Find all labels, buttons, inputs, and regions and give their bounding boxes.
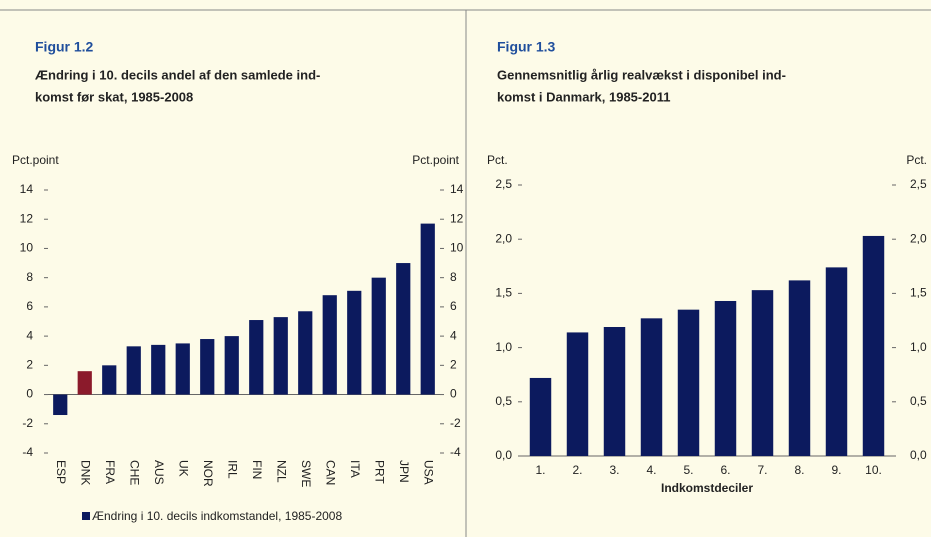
x-tick-label: CHE <box>128 460 142 485</box>
chart-title: komst i Danmark, 1985-2011 <box>497 89 670 104</box>
y2-tick-label: 4 <box>450 328 457 342</box>
x-tick-label: NOR <box>201 460 215 487</box>
y2-tick-label: 6 <box>450 299 457 313</box>
y2-tick-label: -2 <box>450 416 461 430</box>
bar <box>677 309 700 456</box>
y2-tick-label: 14 <box>450 182 464 196</box>
bar <box>224 336 239 395</box>
y-tick-label: 8 <box>26 270 33 284</box>
x-tick-label: 1. <box>535 463 545 477</box>
bar <box>273 317 288 395</box>
x-tick-label: 7. <box>757 463 767 477</box>
chart-title: Gennemsnitlig årlig realvækst i disponib… <box>497 67 786 82</box>
x-tick-label: FIN <box>250 460 264 479</box>
y-tick-label: 10 <box>20 241 34 255</box>
y2-tick-label: 2 <box>450 358 457 372</box>
y-tick-label: 14 <box>20 182 34 196</box>
x-tick-label: 8. <box>794 463 804 477</box>
y2-tick-label: 1,5 <box>910 286 927 300</box>
bar <box>529 377 552 456</box>
y2-tick-label: 2,0 <box>910 231 927 245</box>
legend-swatch <box>82 512 90 520</box>
y-tick-label: 4 <box>26 328 33 342</box>
bar <box>566 332 589 456</box>
y-tick-label: 0,0 <box>495 448 512 462</box>
x-tick-label: ITA <box>348 460 362 478</box>
x-tick-label: USA <box>422 460 436 485</box>
bar <box>151 344 166 395</box>
x-tick-label: IRL <box>226 460 240 479</box>
y2-tick-label: 1,0 <box>910 340 927 354</box>
x-tick-label: PRT <box>373 460 387 484</box>
x-tick-label: 3. <box>609 463 619 477</box>
y2-axis-label: Pct. <box>906 153 927 167</box>
y2-tick-label: 0 <box>450 387 457 401</box>
chart-title: komst før skat, 1985-2008 <box>35 89 193 104</box>
x-tick-label: 5. <box>683 463 693 477</box>
y-tick-label: 6 <box>26 299 33 313</box>
bar <box>714 300 737 456</box>
bar <box>751 290 774 456</box>
y2-tick-label: 10 <box>450 241 464 255</box>
bar <box>396 263 411 395</box>
y2-tick-label: -4 <box>450 445 461 459</box>
x-tick-label: 10. <box>865 463 882 477</box>
x-tick-label: JPN <box>397 460 411 483</box>
y2-tick-label: 0,0 <box>910 448 927 462</box>
bar <box>175 343 190 395</box>
y2-tick-label: 2,5 <box>910 177 927 191</box>
x-tick-label: 2. <box>572 463 582 477</box>
legend-label: Ændring i 10. decils indkomstandel, 1985… <box>92 509 342 523</box>
chart-title: Ændring i 10. decils andel af den samled… <box>35 67 320 82</box>
x-tick-label: SWE <box>299 460 313 487</box>
y2-axis-label: Pct.point <box>412 153 459 167</box>
bar <box>420 223 435 395</box>
bar <box>371 277 386 395</box>
x-tick-label: UK <box>177 460 191 477</box>
y2-tick-label: 0,5 <box>910 394 927 408</box>
bar <box>347 290 362 395</box>
y-tick-label: 1,0 <box>495 340 512 354</box>
y-tick-label: 1,5 <box>495 286 512 300</box>
y-tick-label: 2,5 <box>495 177 512 191</box>
figure-label: Figur 1.3 <box>497 39 556 55</box>
bar <box>102 365 117 395</box>
bar <box>862 235 885 456</box>
y-tick-label: 0,5 <box>495 394 512 408</box>
y-tick-label: 0 <box>26 387 33 401</box>
bar <box>249 320 264 395</box>
y-tick-label: -2 <box>22 416 33 430</box>
figure-label: Figur 1.2 <box>35 39 94 55</box>
x-tick-label: FRA <box>103 460 117 484</box>
x-tick-label: ESP <box>54 460 68 484</box>
x-tick-label: 4. <box>646 463 656 477</box>
y2-tick-label: 12 <box>450 211 464 225</box>
bar <box>298 311 313 395</box>
y-tick-label: 2,0 <box>495 231 512 245</box>
bar <box>53 394 68 416</box>
y-tick-label: 2 <box>26 358 33 372</box>
x-tick-label: CAN <box>324 460 338 485</box>
y-tick-label: -4 <box>22 445 33 459</box>
x-axis-label: Indkomstdeciler <box>661 481 753 495</box>
y-axis-label: Pct.point <box>12 153 59 167</box>
y-tick-label: 12 <box>20 211 34 225</box>
bar <box>640 318 663 456</box>
bar <box>322 295 337 395</box>
x-tick-label: 6. <box>720 463 730 477</box>
x-tick-label: AUS <box>152 460 166 485</box>
bar <box>126 346 141 395</box>
x-tick-label: NZL <box>275 460 289 483</box>
x-tick-label: DNK <box>79 460 93 485</box>
bar <box>77 371 92 395</box>
bar <box>200 339 215 395</box>
x-tick-label: 9. <box>831 463 841 477</box>
bar <box>825 267 848 456</box>
bar <box>788 280 811 456</box>
y-axis-label: Pct. <box>487 153 508 167</box>
y2-tick-label: 8 <box>450 270 457 284</box>
bar <box>603 327 626 456</box>
